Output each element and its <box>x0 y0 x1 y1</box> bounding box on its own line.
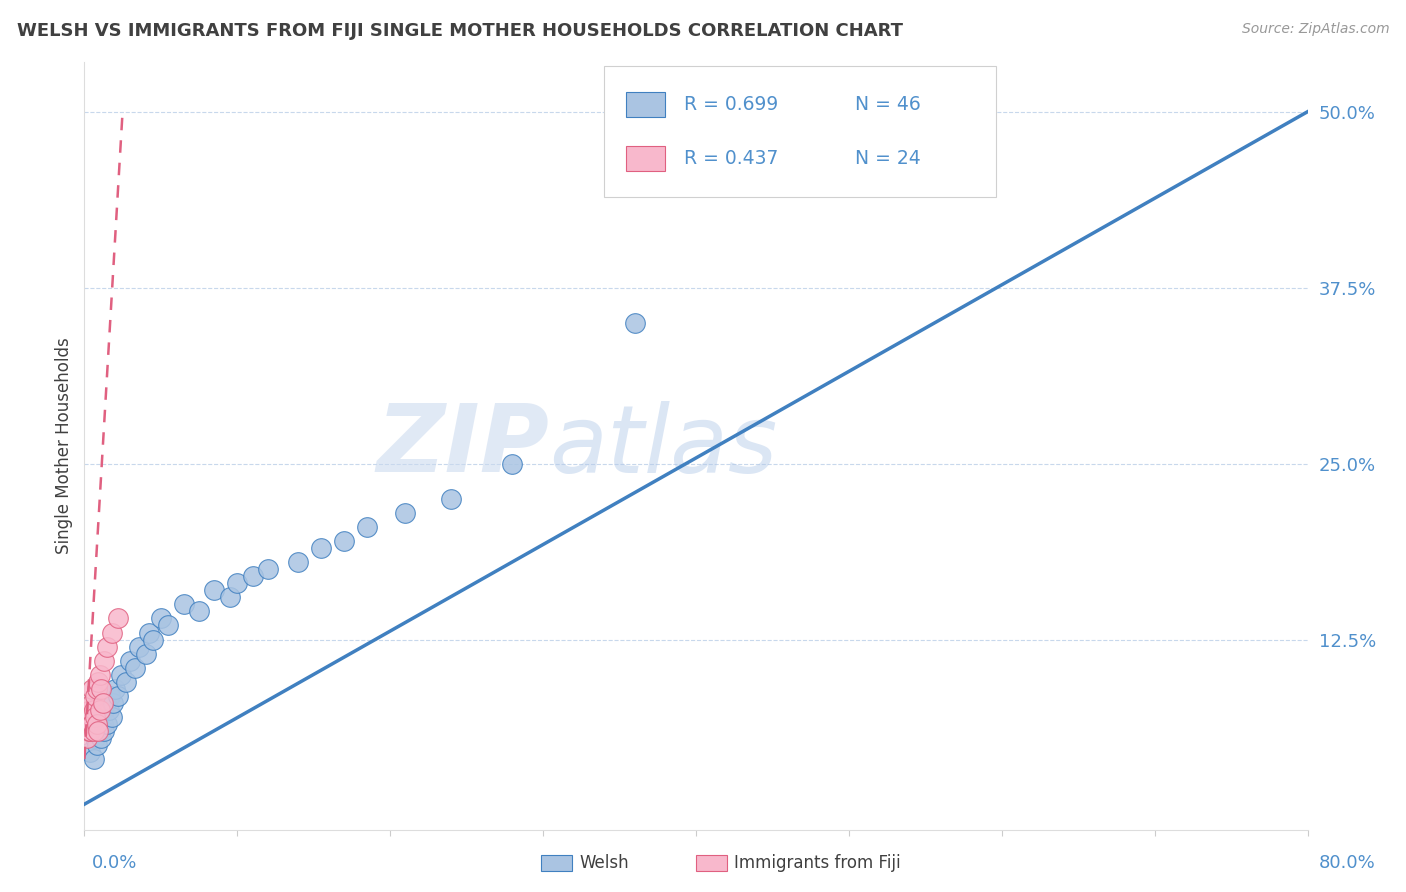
Text: 0.0%: 0.0% <box>91 855 136 872</box>
Text: Welsh: Welsh <box>579 855 628 872</box>
Text: N = 24: N = 24 <box>855 149 921 168</box>
Point <box>79 703 101 717</box>
Point <box>94 696 117 710</box>
Point <box>89 667 111 681</box>
FancyBboxPatch shape <box>605 66 995 197</box>
Point <box>502 457 524 471</box>
Text: 80.0%: 80.0% <box>1319 855 1375 872</box>
Point <box>87 674 110 689</box>
Point <box>107 611 129 625</box>
Point <box>226 576 249 591</box>
Point <box>869 104 891 119</box>
Point <box>287 555 309 569</box>
Point <box>173 598 195 612</box>
Point <box>91 717 114 731</box>
Point <box>96 717 118 731</box>
Point <box>84 689 107 703</box>
Point <box>333 534 356 549</box>
Point <box>157 618 180 632</box>
Point <box>101 625 124 640</box>
Point <box>104 681 127 696</box>
Point <box>356 520 378 534</box>
Point <box>86 738 108 752</box>
Point <box>83 724 105 739</box>
Point <box>188 604 211 618</box>
Point <box>142 632 165 647</box>
Point <box>76 731 98 745</box>
Point <box>80 717 103 731</box>
Point <box>103 696 125 710</box>
Point <box>107 689 129 703</box>
Point <box>114 674 136 689</box>
Point <box>202 583 225 598</box>
Text: Source: ZipAtlas.com: Source: ZipAtlas.com <box>1241 22 1389 37</box>
Point <box>101 710 124 724</box>
Point <box>90 731 112 745</box>
Text: R = 0.437: R = 0.437 <box>683 149 778 168</box>
Point <box>93 703 115 717</box>
Point <box>96 640 118 654</box>
Text: ZIP: ZIP <box>377 400 550 492</box>
Point <box>87 724 110 739</box>
Point <box>80 696 103 710</box>
Point <box>110 667 132 681</box>
Point <box>77 717 100 731</box>
Y-axis label: Single Mother Households: Single Mother Households <box>55 338 73 554</box>
Point <box>84 710 107 724</box>
Text: Immigrants from Fiji: Immigrants from Fiji <box>734 855 901 872</box>
Point <box>440 491 463 506</box>
Text: R = 0.699: R = 0.699 <box>683 95 778 114</box>
Text: N = 46: N = 46 <box>855 95 921 114</box>
Point <box>86 724 108 739</box>
Point <box>79 745 101 759</box>
Point <box>79 724 101 739</box>
Point <box>90 681 112 696</box>
Point <box>93 724 115 739</box>
Point <box>624 316 647 330</box>
Point <box>91 696 114 710</box>
Point <box>77 724 100 739</box>
Point <box>138 625 160 640</box>
Point <box>93 654 115 668</box>
Text: atlas: atlas <box>550 401 778 491</box>
Point <box>124 661 146 675</box>
Bar <box>626 146 665 170</box>
Point <box>89 710 111 724</box>
Bar <box>626 93 665 117</box>
Point <box>86 717 108 731</box>
Point <box>128 640 150 654</box>
Point <box>89 703 111 717</box>
Point <box>87 717 110 731</box>
Text: WELSH VS IMMIGRANTS FROM FIJI SINGLE MOTHER HOUSEHOLDS CORRELATION CHART: WELSH VS IMMIGRANTS FROM FIJI SINGLE MOT… <box>17 22 903 40</box>
Point <box>86 681 108 696</box>
Point <box>135 647 157 661</box>
Point <box>311 541 333 555</box>
Point <box>83 752 105 766</box>
Point <box>98 689 121 703</box>
Point <box>149 611 172 625</box>
Point <box>242 569 264 583</box>
Point <box>89 724 111 739</box>
Point <box>394 506 416 520</box>
Point <box>84 731 107 745</box>
Point <box>120 654 142 668</box>
Point <box>83 703 105 717</box>
Point <box>80 681 103 696</box>
Point <box>257 562 280 576</box>
Point <box>97 703 120 717</box>
Point <box>218 591 240 605</box>
